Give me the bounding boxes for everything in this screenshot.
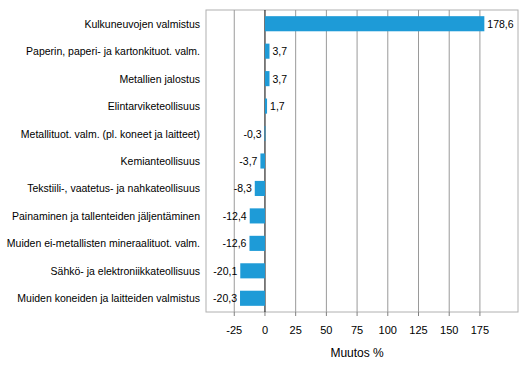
tick-label: 75 bbox=[351, 324, 363, 336]
data-label: -20,1 bbox=[213, 265, 237, 277]
grid-line bbox=[449, 10, 450, 312]
data-label: 3,7 bbox=[273, 45, 288, 57]
data-label: -12,4 bbox=[223, 210, 247, 222]
tick-label: 100 bbox=[379, 324, 397, 336]
tick-label: 50 bbox=[320, 324, 332, 336]
grid-line bbox=[387, 10, 388, 312]
tick-mark bbox=[326, 312, 327, 316]
bar bbox=[240, 291, 265, 306]
bar bbox=[249, 236, 264, 251]
bar bbox=[240, 263, 265, 278]
tick-mark bbox=[449, 312, 450, 316]
chart: -25 0 25 50 75 100 125 150 175 Kulkuneuvojen valm… bbox=[0, 0, 529, 377]
grid-line bbox=[295, 10, 296, 312]
tick-label: 0 bbox=[262, 324, 268, 336]
category-label: Muiden ei-metallisten mineraalituot. val… bbox=[7, 237, 200, 249]
category-label: Metallien jalostus bbox=[119, 73, 200, 85]
axis-label: Muutos % bbox=[330, 346, 384, 360]
data-label: 178,6 bbox=[487, 18, 513, 30]
tick-label: 25 bbox=[290, 324, 302, 336]
category-label: Kulkuneuvojen valmistus bbox=[84, 18, 200, 30]
tick-mark bbox=[295, 312, 296, 316]
category-label: Kemianteollisuus bbox=[121, 155, 200, 167]
bar bbox=[265, 16, 484, 31]
data-label: -8,3 bbox=[234, 182, 252, 194]
tick-mark bbox=[234, 312, 235, 316]
tick-mark bbox=[387, 312, 388, 316]
bar bbox=[265, 99, 267, 114]
bar bbox=[264, 126, 266, 141]
category-label: Metallituot. valm. (pl. koneet ja laitte… bbox=[21, 128, 200, 140]
category-label: Painaminen ja tallenteiden jäljentäminen bbox=[12, 210, 200, 222]
tick-mark bbox=[479, 312, 480, 316]
category-label: Sähkö- ja elektroniikkateollisuus bbox=[51, 265, 200, 277]
plot-frame bbox=[206, 10, 518, 312]
grid-line bbox=[326, 10, 327, 312]
category-label: Tekstiili-, vaatetus- ja nahkateollisuus bbox=[27, 182, 200, 194]
data-label: -0,3 bbox=[243, 128, 261, 140]
tick-label: -25 bbox=[226, 324, 242, 336]
data-label: -3,7 bbox=[239, 155, 257, 167]
tick-label: 150 bbox=[440, 324, 458, 336]
category-label: Muiden koneiden ja laitteiden valmistus bbox=[17, 292, 200, 304]
category-label: Elintarviketeollisuus bbox=[108, 100, 200, 112]
tick-mark bbox=[357, 312, 358, 316]
data-label: 1,7 bbox=[270, 100, 285, 112]
data-label: -12,6 bbox=[223, 237, 247, 249]
data-label: -20,3 bbox=[213, 292, 237, 304]
bar bbox=[260, 153, 265, 168]
tick-label: 125 bbox=[409, 324, 427, 336]
grid-line bbox=[479, 10, 480, 312]
data-label: 3,7 bbox=[273, 73, 288, 85]
bar bbox=[250, 208, 265, 223]
tick-mark bbox=[418, 312, 419, 316]
tick-label: 175 bbox=[471, 324, 489, 336]
bar bbox=[265, 71, 270, 86]
tick-mark bbox=[264, 312, 265, 316]
grid-line bbox=[418, 10, 419, 312]
bar bbox=[265, 44, 270, 59]
category-label: Paperin, paperi- ja kartonkituot. valm. bbox=[26, 45, 200, 57]
bar bbox=[255, 181, 265, 196]
grid-line bbox=[357, 10, 358, 312]
